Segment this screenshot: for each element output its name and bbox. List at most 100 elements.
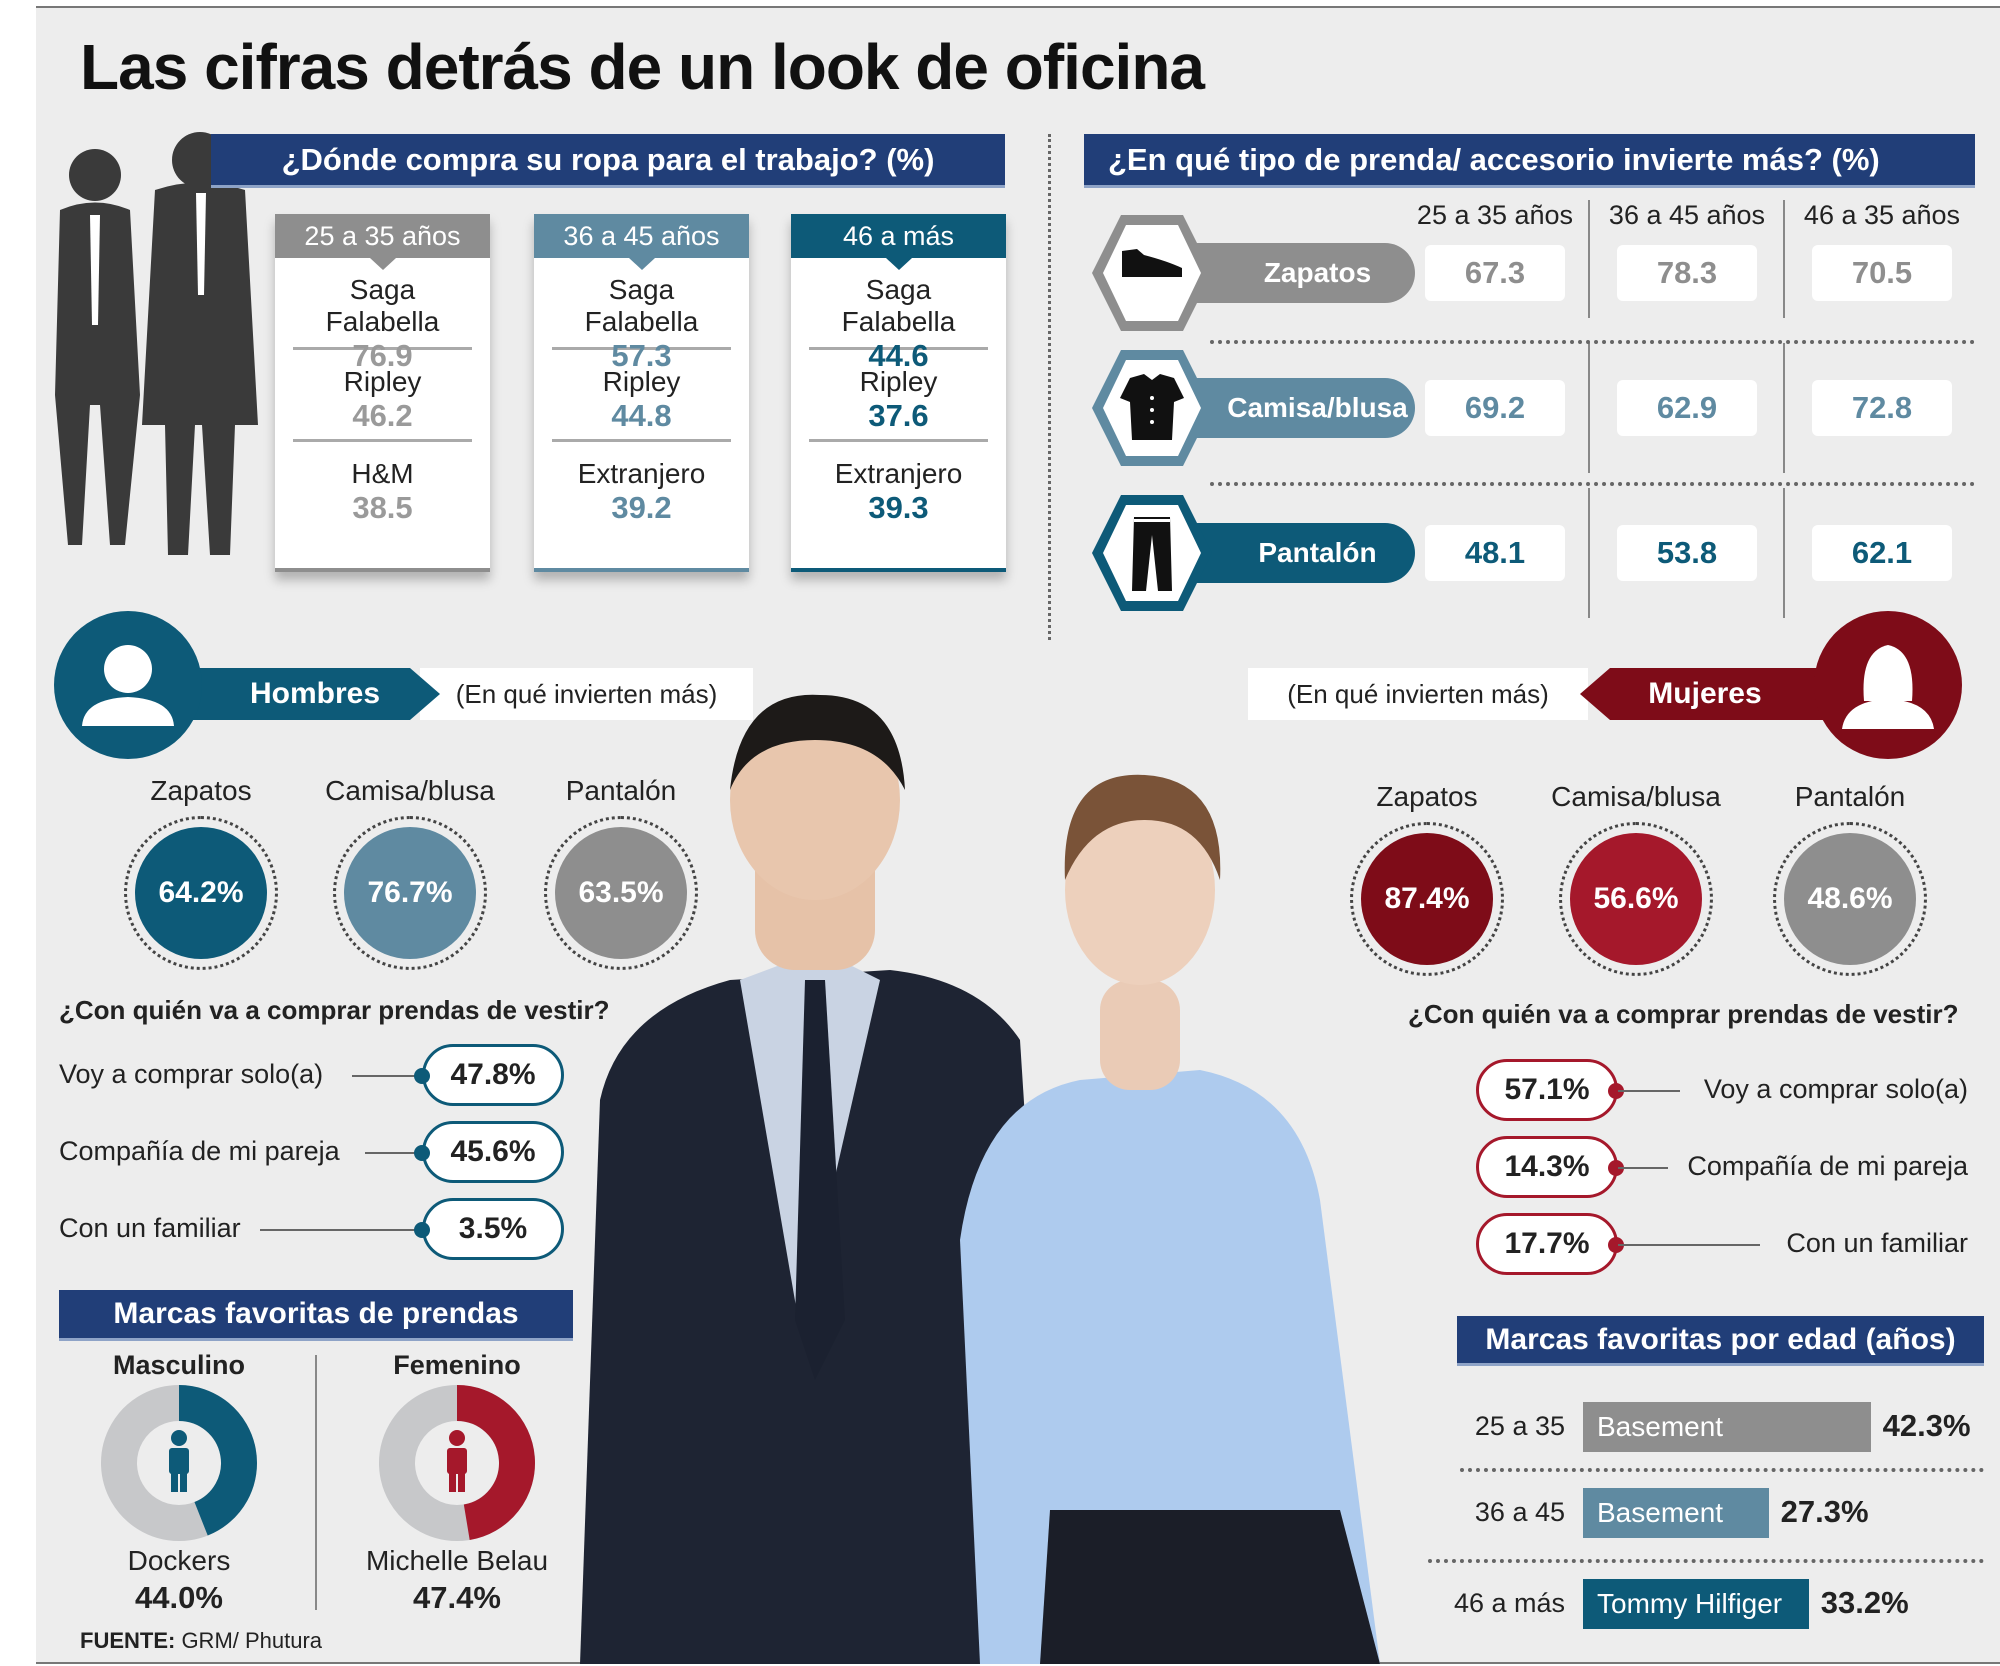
age-label: 46 a más	[1453, 1588, 1565, 1618]
connector	[352, 1075, 422, 1077]
brand-bar: Basement	[1583, 1402, 1871, 1452]
men-question: ¿Con quién va a comprar prendas de vesti…	[59, 995, 610, 1025]
store-name: Ripley	[859, 366, 938, 397]
brand-bar: Tommy Hilfiger	[1583, 1579, 1809, 1629]
category-label: Camisa/blusa	[325, 775, 495, 806]
column-divider	[1783, 488, 1785, 618]
garment-label: Pantalón	[1180, 523, 1415, 583]
brand-value: 33.2%	[1820, 1585, 1909, 1620]
invest-value: 78.3	[1617, 245, 1757, 301]
category-value: 64.2%	[135, 827, 267, 959]
store-value: 44.6	[868, 338, 929, 373]
category-circle: 63.5%	[544, 816, 698, 970]
donut-share	[456, 1385, 535, 1540]
connector-dot	[414, 1222, 430, 1238]
store-value: 46.2	[352, 398, 413, 433]
shoe-icon	[1092, 215, 1212, 331]
store-name: H&M	[351, 458, 414, 489]
women-company-label: Compañía de mi pareja	[1687, 1151, 1968, 1181]
men-avatar	[54, 611, 202, 759]
connector	[260, 1229, 422, 1231]
category-value: 48.6%	[1784, 833, 1916, 965]
category-value: 87.4%	[1361, 833, 1493, 965]
female-brand: Michelle Belau	[365, 1545, 549, 1576]
store-item: Extranjero 39.3	[809, 442, 988, 534]
column-divider	[1588, 200, 1590, 318]
brands-divider	[315, 1355, 317, 1610]
connector-dot	[414, 1068, 430, 1084]
category-value: 76.7%	[344, 827, 476, 959]
brand-donuts	[101, 1385, 535, 1541]
men-company-value: 47.8%	[422, 1044, 564, 1106]
column-divider	[1588, 343, 1590, 473]
store-name: Saga Falabella	[841, 274, 956, 337]
women-company-value: 14.3%	[1476, 1136, 1618, 1198]
section-divider	[1048, 134, 1051, 640]
column-divider	[1783, 343, 1785, 473]
connector-dot	[1608, 1237, 1624, 1253]
age-column-header: 25 a 35 años	[1416, 200, 1574, 230]
store-item: Extranjero 39.2	[552, 442, 731, 534]
where-header: ¿Dónde compra su ropa para el trabajo? (…	[211, 134, 1005, 188]
connector	[365, 1152, 422, 1154]
business-people-photo	[580, 694, 1380, 1664]
women-company-label: Voy a comprar solo(a)	[1703, 1074, 1968, 1104]
male-brand: Dockers	[127, 1545, 231, 1576]
store-name: Ripley	[602, 366, 681, 397]
category-label: Zapatos	[150, 775, 252, 806]
brands-header: Marcas favoritas de prendas	[59, 1290, 573, 1341]
women-company-label: Con un familiar	[1786, 1228, 1968, 1258]
invest-value: 70.5	[1812, 245, 1952, 301]
male-value: 44.0%	[135, 1580, 223, 1615]
store-value: 57.3	[611, 338, 672, 373]
women-company-value: 57.1%	[1476, 1059, 1618, 1121]
category-circle: 56.6%	[1559, 822, 1713, 976]
where-column: 25 a 35 años Saga Falabella 76.9 Ripley 46.2…	[275, 214, 490, 572]
women-label: Mujeres	[1580, 668, 1830, 720]
where-column: 36 a 45 años Saga Falabella 57.3 Ripley 44.8…	[534, 214, 749, 572]
store-value: 38.5	[352, 490, 413, 525]
column-header: 46 a más	[791, 214, 1006, 270]
age-label: 25 a 35	[1474, 1411, 1565, 1441]
shirt-icon	[1092, 350, 1212, 466]
row-divider	[1210, 340, 1975, 344]
invest-value: 69.2	[1425, 380, 1565, 436]
invest-header: ¿En qué tipo de prenda/ accesorio invier…	[1084, 134, 1975, 188]
column-header: 25 a 35 años	[275, 214, 490, 270]
age-column-header: 36 a 45 años	[1608, 200, 1766, 230]
store-item: Ripley 37.6	[809, 350, 988, 442]
connector	[1618, 1167, 1668, 1169]
where-column: 46 a más Saga Falabella 44.6 Ripley 37.6 Extr…	[791, 214, 1006, 572]
store-name: Saga Falabella	[584, 274, 699, 337]
store-item: Ripley 44.8	[552, 350, 731, 442]
garment-label: Camisa/blusa	[1180, 378, 1415, 438]
category-label: Pantalón	[565, 775, 677, 806]
garment-label: Zapatos	[1180, 243, 1415, 303]
brands-age-header: Marcas favoritas por edad (años)	[1457, 1316, 1984, 1366]
page-title: Las cifras detrás de un look de oficina	[80, 31, 1205, 103]
store-name: Extranjero	[577, 458, 706, 489]
men-company-label: Con un familiar	[59, 1213, 241, 1243]
store-item: Saga Falabella 44.6	[809, 258, 988, 373]
invest-value: 53.8	[1617, 525, 1757, 581]
category-value: 63.5%	[555, 827, 687, 959]
store-name: Ripley	[343, 366, 422, 397]
men-subtitle: (En qué invierten más)	[420, 668, 753, 720]
connector-dot	[414, 1145, 430, 1161]
source: FUENTE: GRM/ Phutura	[80, 1628, 322, 1654]
category-circle: 87.4%	[1350, 822, 1504, 976]
category-label: Pantalón	[1794, 781, 1906, 812]
brand-value: 42.3%	[1882, 1408, 1971, 1443]
store-name: Extranjero	[834, 458, 963, 489]
age-column-header: 46 a 35 años	[1803, 200, 1961, 230]
store-item: Saga Falabella 76.9	[293, 258, 472, 373]
category-value: 56.6%	[1570, 833, 1702, 965]
connector	[1618, 1090, 1680, 1092]
column-divider	[1588, 488, 1590, 618]
category-circle: 76.7%	[333, 816, 487, 970]
invest-value: 62.9	[1617, 380, 1757, 436]
connector-dot	[1608, 1160, 1624, 1176]
office-silhouettes-icon	[55, 132, 258, 555]
women-avatar	[1814, 611, 1962, 759]
men-label: Hombres	[190, 668, 440, 720]
